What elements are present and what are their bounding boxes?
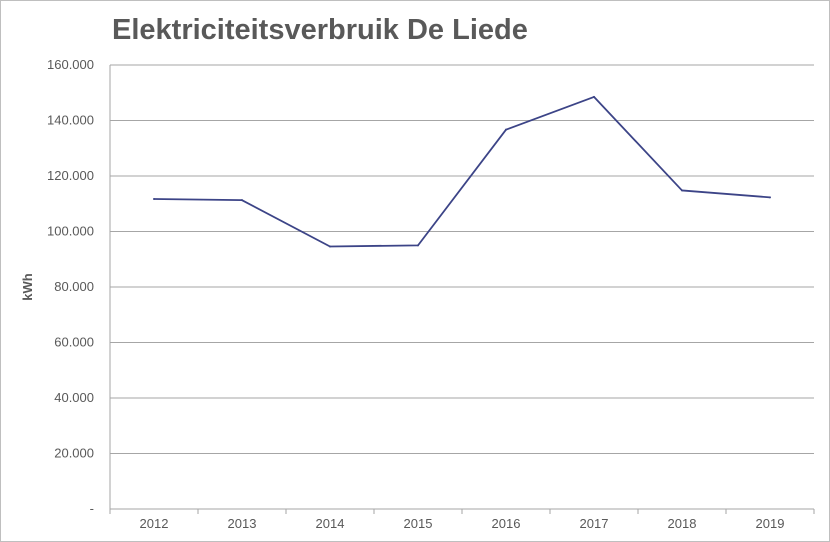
data-point xyxy=(329,245,331,248)
y-axis-title: kWh xyxy=(20,273,35,301)
x-tick-label: 2019 xyxy=(756,516,785,531)
y-tick-labels: - 20.000 40.000 60.000 80.000 100.000 120.000 1… xyxy=(47,57,94,516)
data-point xyxy=(505,128,507,131)
data-point xyxy=(241,199,243,202)
y-tick-label: 40.000 xyxy=(54,390,94,405)
x-tick-label: 2013 xyxy=(228,516,257,531)
y-tick-label: 160.000 xyxy=(47,57,94,72)
series-line xyxy=(153,96,771,248)
y-tick-label: 100.000 xyxy=(47,224,94,239)
y-tick-label: 80.000 xyxy=(54,279,94,294)
gridlines xyxy=(110,64,814,454)
x-tick-label: 2012 xyxy=(140,516,169,531)
y-tick-label: 60.000 xyxy=(54,335,94,350)
x-tick-label: 2018 xyxy=(668,516,697,531)
x-tick-label: 2015 xyxy=(404,516,433,531)
data-point xyxy=(417,244,419,247)
data-point xyxy=(769,196,771,199)
axes xyxy=(109,65,815,514)
x-tick-label: 2017 xyxy=(580,516,609,531)
x-tick-labels: 2012 2013 2014 2015 2016 2017 2018 2019 xyxy=(140,516,785,531)
series-group xyxy=(153,95,771,248)
y-tick-label: 20.000 xyxy=(54,446,94,461)
x-tick-label: 2014 xyxy=(316,516,345,531)
data-point xyxy=(153,198,155,201)
y-tick-label: - xyxy=(90,501,94,516)
data-point xyxy=(593,95,595,98)
x-tick-label: 2016 xyxy=(492,516,521,531)
chart-title: Elektriciteitsverbruik De Liede xyxy=(112,14,528,46)
y-tick-label: 140.000 xyxy=(47,113,94,128)
data-point xyxy=(681,189,683,192)
y-tick-label: 120.000 xyxy=(47,168,94,183)
